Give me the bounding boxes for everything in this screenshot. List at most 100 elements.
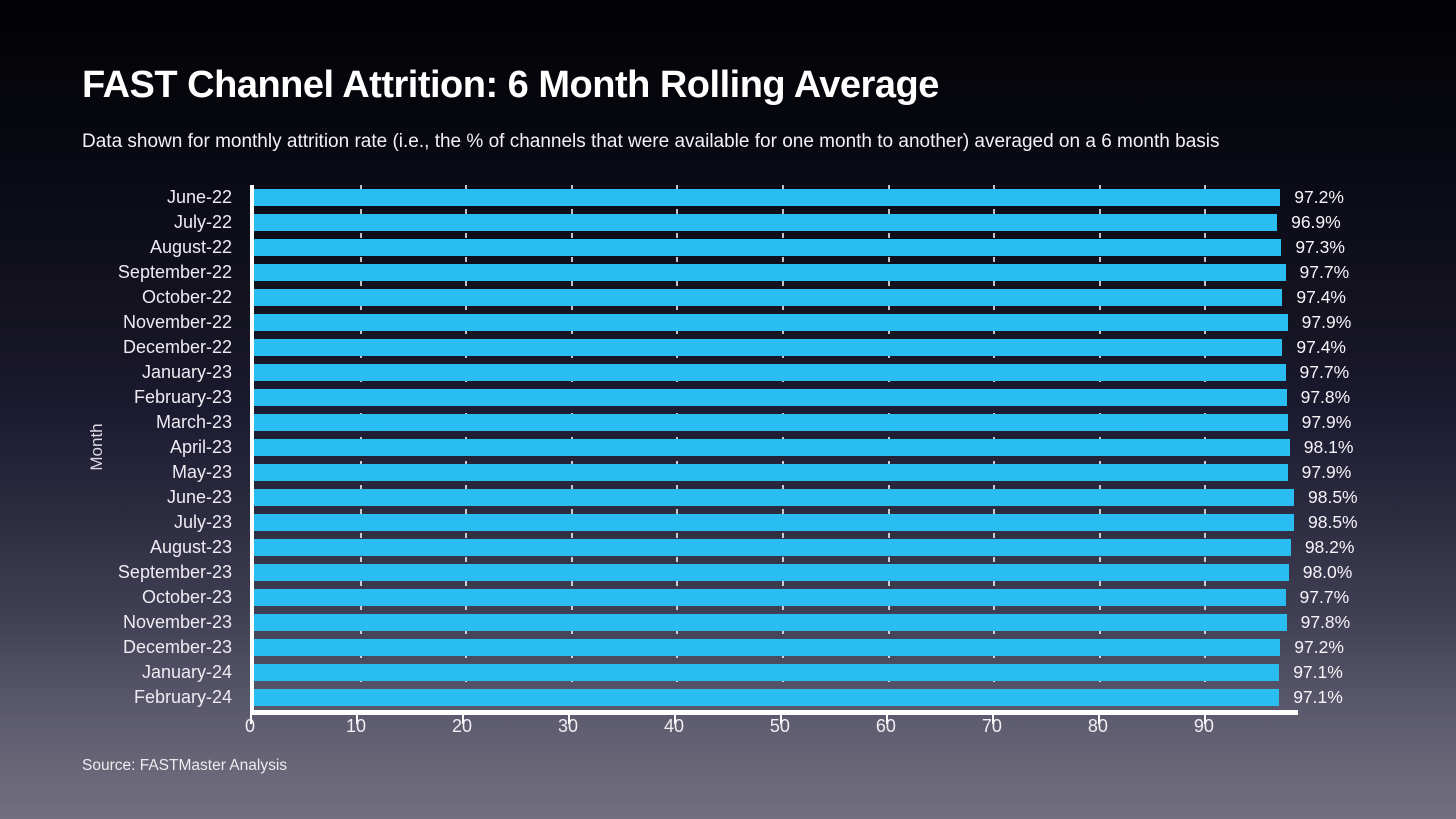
bar-March-23 (254, 414, 1288, 431)
chart-title: FAST Channel Attrition: 6 Month Rolling … (82, 64, 939, 106)
bar-December-23 (254, 639, 1281, 656)
bar-row: 97.2% (254, 635, 1344, 660)
x-tick-mark-20 (461, 715, 464, 724)
y-axis-category-labels: June-22 July-22 August-22 September-22 Octob… (0, 185, 232, 710)
value-label: 97.1% (1293, 662, 1343, 682)
value-label: 98.1% (1303, 437, 1354, 457)
bar-December-22 (254, 339, 1283, 356)
category-label: January-23 (141, 362, 232, 382)
bar-September-23 (254, 564, 1289, 581)
bar-row: 97.4% (254, 335, 1346, 360)
category-label: October-22 (141, 287, 232, 307)
bar-November-23 (254, 614, 1287, 631)
category-label: July-23 (173, 512, 232, 532)
bar-series: 97.2% 96.9% 97.3% 97.7% 97.4% 97.9% 97.4% 97.7%… (254, 185, 1358, 710)
value-label: 97.8% (1300, 612, 1351, 632)
bar-October-22 (254, 289, 1283, 306)
value-label: 97.9% (1301, 412, 1352, 432)
x-tick-label-70: 70 (981, 716, 1002, 736)
value-label: 97.1% (1293, 687, 1343, 707)
x-tick-label-50: 50 (769, 716, 790, 736)
x-axis-line (250, 710, 1298, 715)
bar-row: 97.9% (254, 460, 1351, 485)
x-tick-mark-80 (1097, 715, 1100, 724)
bar-October-23 (254, 589, 1286, 606)
y-axis-title: Month (87, 423, 106, 471)
value-label: 97.3% (1295, 237, 1345, 257)
category-label: October-23 (141, 587, 232, 607)
bar-row: 97.3% (254, 235, 1345, 260)
bar-row: 97.7% (254, 585, 1349, 610)
value-label: 98.0% (1302, 562, 1353, 582)
plot-area: 97.2% 96.9% 97.3% 97.7% 97.4% 97.9% 97.4% 97.7%… (250, 185, 1358, 710)
value-label: 97.7% (1299, 587, 1350, 607)
value-label: 97.4% (1296, 337, 1346, 357)
value-label: 97.7% (1299, 262, 1350, 282)
bar-row: 97.7% (254, 360, 1349, 385)
chart-subtitle: Data shown for monthly attrition rate (i… (82, 131, 1220, 152)
category-label: August-22 (149, 237, 232, 257)
category-label: February-23 (133, 387, 232, 407)
bar-February-24 (254, 689, 1280, 706)
x-tick-label-90: 90 (1193, 716, 1214, 736)
x-tick-mark-10 (355, 715, 358, 724)
category-label: September-22 (117, 262, 232, 282)
x-tick-label-0: 0 (244, 716, 256, 736)
category-label: February-24 (133, 687, 232, 707)
category-label: September-23 (117, 562, 232, 582)
category-label: June-23 (166, 487, 232, 507)
x-tick-label-30: 30 (557, 716, 578, 736)
category-label: December-23 (122, 637, 232, 657)
category-label: November-22 (122, 312, 232, 332)
x-tick-label-40: 40 (663, 716, 684, 736)
x-tick-label-80: 80 (1087, 716, 1108, 736)
bar-row: 98.2% (254, 535, 1354, 560)
bar-row: 97.1% (254, 685, 1343, 710)
bar-February-23 (254, 389, 1287, 406)
value-label: 97.7% (1299, 362, 1350, 382)
value-label: 97.9% (1301, 462, 1352, 482)
bar-row: 97.2% (254, 185, 1344, 210)
bar-row: 97.1% (254, 660, 1343, 685)
x-tick-mark-0 (250, 715, 252, 724)
category-label: August-23 (149, 537, 232, 557)
value-label: 98.2% (1304, 537, 1355, 557)
value-label: 97.4% (1296, 287, 1346, 307)
category-label: April-23 (169, 437, 232, 457)
bar-row: 97.8% (254, 385, 1350, 410)
x-tick-label-60: 60 (875, 716, 896, 736)
bar-September-22 (254, 264, 1286, 281)
x-tick-mark-90 (1203, 715, 1206, 724)
bar-November-22 (254, 314, 1288, 331)
bar-April-23 (254, 439, 1290, 456)
bar-January-24 (254, 664, 1280, 681)
category-label: November-23 (122, 612, 232, 632)
bar-row: 98.5% (254, 485, 1358, 510)
bar-July-23 (254, 514, 1294, 531)
bar-row: 97.8% (254, 610, 1350, 635)
bar-August-22 (254, 239, 1282, 256)
category-label: May-23 (171, 462, 232, 482)
bar-row: 97.7% (254, 260, 1349, 285)
value-label: 97.2% (1294, 637, 1344, 657)
bar-row: 98.0% (254, 560, 1352, 585)
bar-row: 98.1% (254, 435, 1353, 460)
value-label: 97.8% (1300, 387, 1351, 407)
bar-row: 96.9% (254, 210, 1341, 235)
bar-row: 97.4% (254, 285, 1346, 310)
x-tick-mark-70 (991, 715, 994, 724)
x-tick-mark-40 (673, 715, 676, 724)
bar-May-23 (254, 464, 1288, 481)
x-tick-label-20: 20 (451, 716, 472, 736)
value-label: 97.2% (1294, 187, 1344, 207)
x-tick-mark-60 (885, 715, 888, 724)
category-label: December-22 (122, 337, 232, 357)
bar-August-23 (254, 539, 1291, 556)
source-note: Source: FASTMaster Analysis (82, 757, 288, 774)
value-label: 98.5% (1308, 487, 1358, 507)
bar-row: 97.9% (254, 310, 1351, 335)
category-label: March-23 (155, 412, 232, 432)
category-label: June-22 (166, 187, 232, 207)
x-tick-label-10: 10 (345, 716, 366, 736)
